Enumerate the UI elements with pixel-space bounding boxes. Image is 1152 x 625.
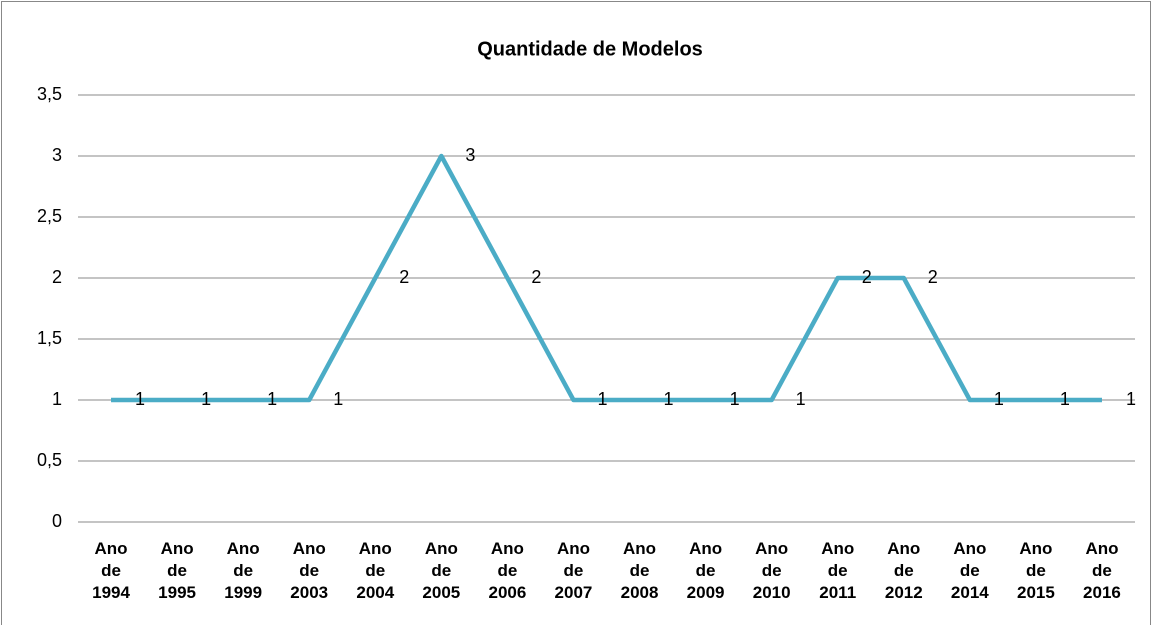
y-tick-label: 3 [52,145,62,165]
x-tick-label: Ano de 2010 [752,539,791,602]
x-tick-label: Ano de 1994 [92,539,130,602]
data-line [111,153,1102,403]
data-label: 1 [201,389,211,409]
y-tick-label: 2 [52,267,62,287]
x-tick-label: Ano de 2003 [290,539,329,602]
data-label: 1 [135,389,145,409]
chart-title: Quantidade de Modelos [477,38,703,60]
data-label: 2 [399,267,409,287]
x-tick-label: Ano de 2008 [620,539,659,602]
y-tick-label: 1 [52,389,62,409]
data-label: 1 [597,389,607,409]
y-tick-label: 0,5 [37,450,62,470]
y-tick-label: 3,5 [37,84,62,104]
x-tick-label: Ano de 2004 [356,539,395,602]
data-label: 1 [730,389,740,409]
x-tick-label: Ano de 2007 [554,539,593,602]
y-tick-label: 1,5 [37,328,62,348]
x-tick-label: Ano de 2011 [819,539,857,602]
data-label: 1 [267,389,277,409]
data-label: 2 [928,267,938,287]
x-tick-label: Ano de 2005 [422,539,461,602]
data-label: 3 [465,145,475,165]
x-tick-label: Ano de 2009 [686,539,725,602]
data-label: 1 [994,389,1004,409]
x-tick-label: Ano de 2006 [488,539,527,602]
x-tick-label: Ano de 2016 [1083,539,1121,602]
y-tick-label: 2,5 [37,206,62,226]
data-label: 1 [1126,389,1136,409]
data-label: 2 [531,267,541,287]
data-label: 1 [333,389,343,409]
x-tick-label: Ano de 2015 [1016,539,1055,602]
x-tick-label: Ano de 2012 [884,539,923,602]
x-tick-label: Ano de 2014 [950,539,989,602]
data-label: 2 [862,267,872,287]
x-tick-label: Ano de 1999 [224,539,263,602]
data-label: 1 [796,389,806,409]
data-label: 1 [1060,389,1070,409]
y-tick-label: 0 [52,511,62,531]
data-label: 1 [664,389,674,409]
x-tick-label: Ano de 1995 [158,539,196,602]
